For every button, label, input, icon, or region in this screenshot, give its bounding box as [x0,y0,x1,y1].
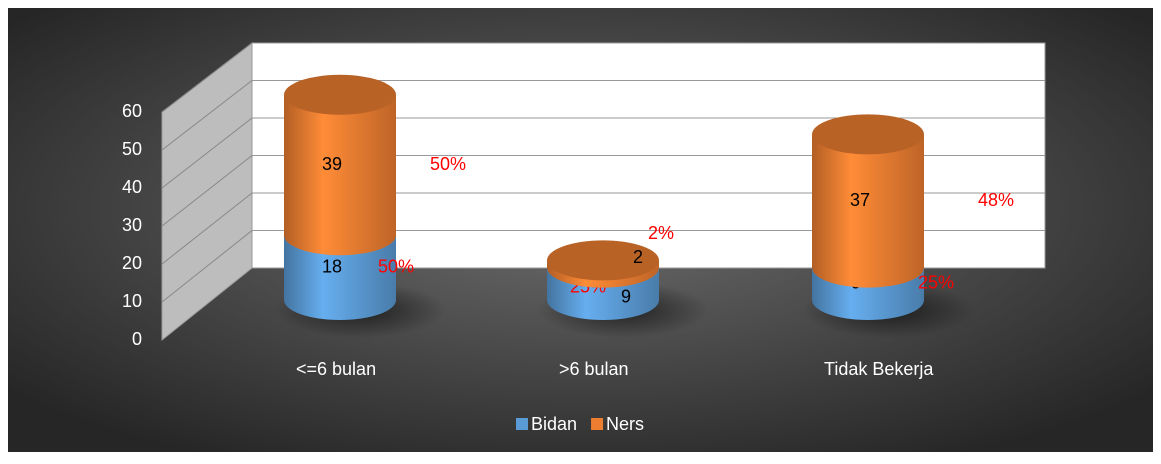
legend-swatch [516,418,528,430]
legend-label: Bidan [531,414,577,434]
legend-swatch [591,418,604,430]
y-tick-label: 0 [132,329,142,349]
data-label: 2 [633,247,643,267]
x-tick-label: Tidak Bekerja [824,359,934,379]
grid-line [161,192,253,265]
percent-label: 50% [378,256,414,276]
percent-label: 48% [978,190,1014,210]
grid-line [161,42,253,113]
y-tick-label: 60 [122,101,142,121]
grid-line [161,230,253,303]
grid-line [161,117,253,189]
data-label: 9 [621,287,631,307]
grid-line [161,155,253,227]
percent-label: 50% [430,154,466,174]
cylinder-top [812,114,924,155]
cylinder-top [547,240,659,281]
cylinder-segment [284,94,396,256]
percent-label: 2% [648,223,674,243]
y-tick-label: 40 [122,177,142,197]
cylinder-top [284,74,396,115]
y-tick-label: 50 [122,139,142,159]
cylinder-segment [812,134,924,288]
percent-label: 25% [918,273,954,293]
y-tick-label: 10 [122,291,142,311]
data-label: 18 [322,256,342,276]
data-label: 39 [322,154,342,174]
x-tick-label: <=6 bulan [296,359,376,379]
data-label: 37 [850,190,870,210]
y-tick-label: 30 [122,215,142,235]
y-tick-label: 20 [122,253,142,273]
x-tick-label: >6 bulan [559,359,629,379]
grid-line [161,80,253,151]
cylinder-segment [284,235,396,320]
legend-label: Ners [606,414,644,434]
